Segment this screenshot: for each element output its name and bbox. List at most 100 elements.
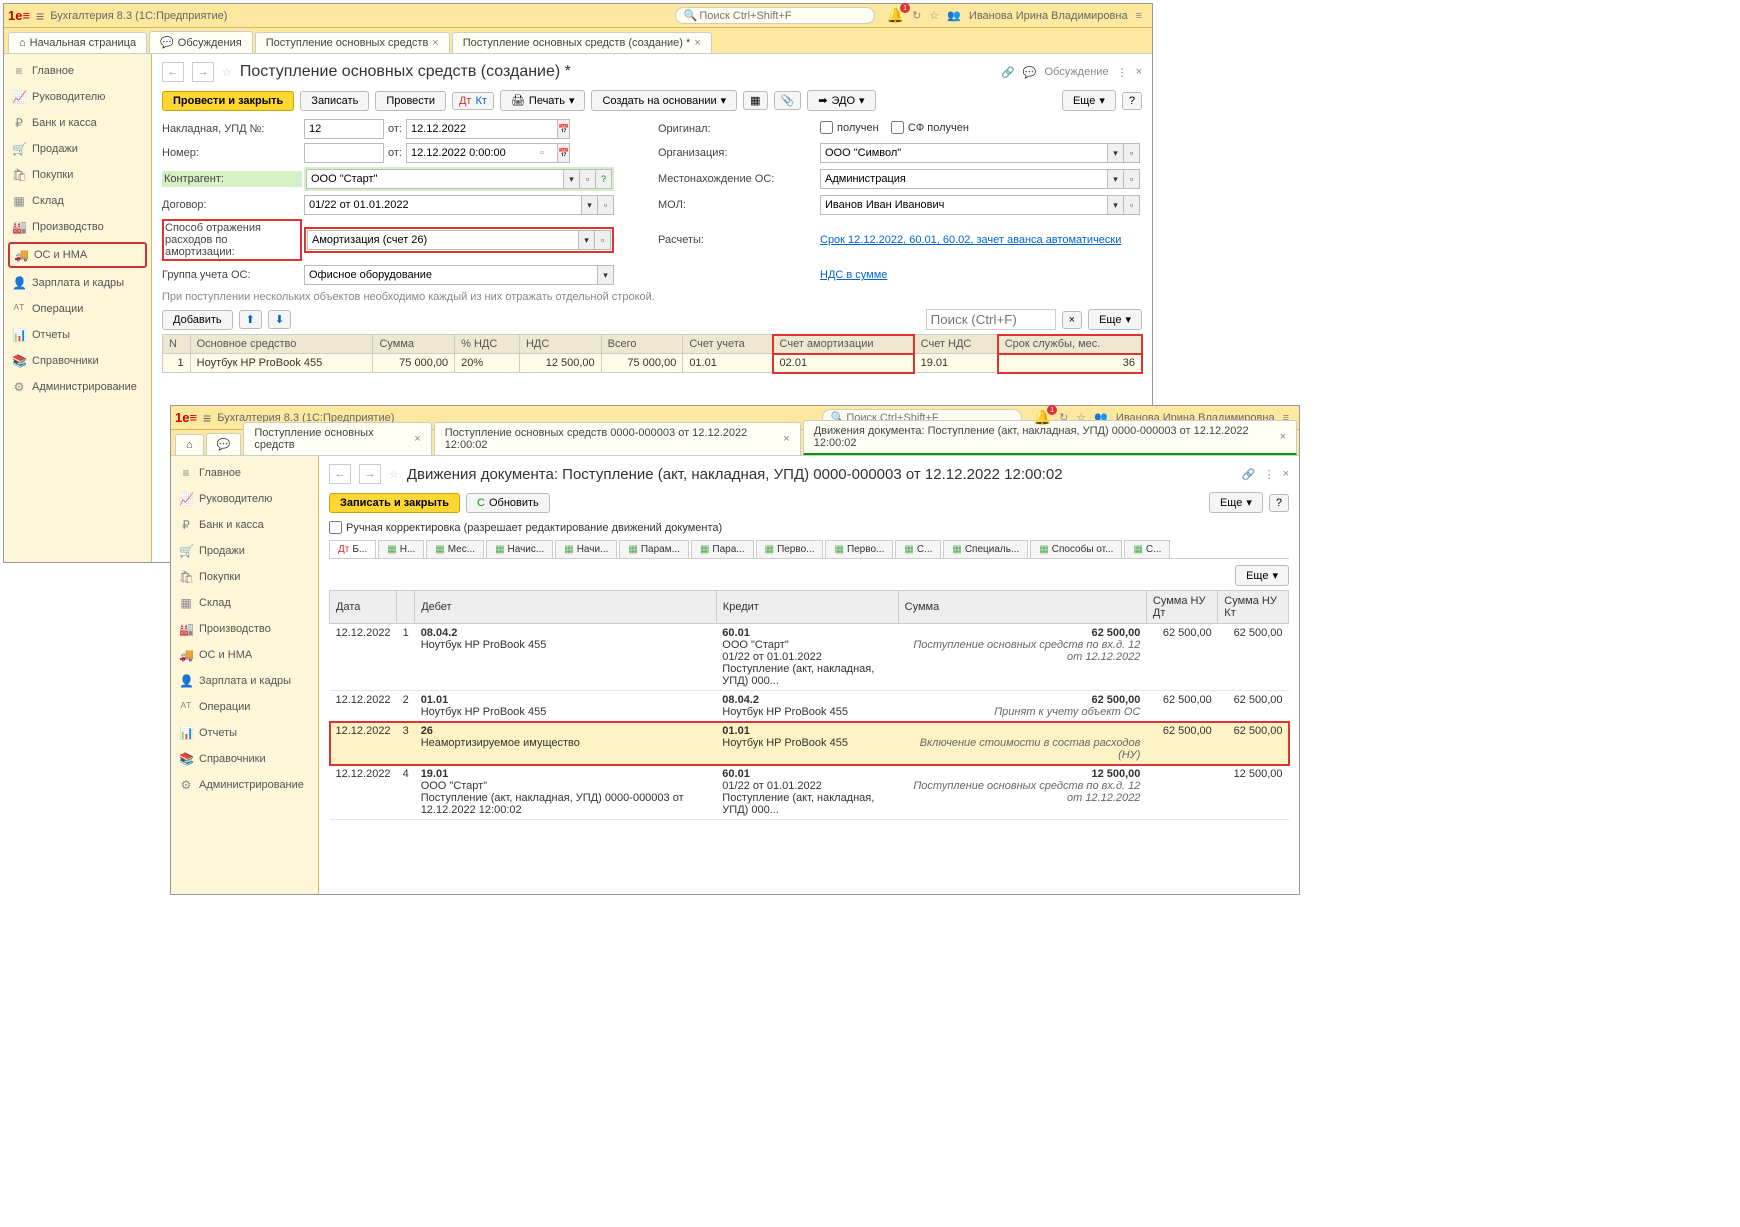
sidebar-item[interactable]: ₽Банк и касса xyxy=(171,512,318,538)
contractor-input[interactable] xyxy=(306,169,564,189)
cell[interactable]: 20% xyxy=(455,354,520,373)
movement-row[interactable]: 12.12.2022419.01ООО "Старт"Поступление (… xyxy=(330,765,1289,820)
more-button[interactable]: Еще ▾ xyxy=(1209,492,1263,513)
menu-icon[interactable]: ≡ xyxy=(203,410,211,426)
col-header[interactable]: N xyxy=(163,335,191,354)
more-icon[interactable]: ⋮ xyxy=(1117,66,1128,79)
nds-link[interactable]: НДС в сумме xyxy=(820,269,1140,281)
col-header[interactable]: Срок службы, мес. xyxy=(998,335,1141,354)
sidebar-item[interactable]: ≡Главное xyxy=(171,460,318,486)
global-search[interactable]: 🔍 xyxy=(675,7,875,24)
col-header[interactable]: Основное средство xyxy=(190,335,373,354)
up-button[interactable]: ⬆ xyxy=(239,310,262,329)
sidebar-item[interactable]: ᴬᵀОперации xyxy=(171,694,318,720)
tab-discuss[interactable]: 💬 xyxy=(206,433,242,455)
sidebar-item[interactable]: 🛍Покупки xyxy=(4,162,151,188)
col-header[interactable]: НДС xyxy=(519,335,601,354)
tab-doc2[interactable]: Поступление основных средств (создание) … xyxy=(452,32,712,53)
manual-check[interactable]: Ручная корректировка (разрешает редактир… xyxy=(329,521,1289,534)
print-button[interactable]: 🖨 Печать ▾ xyxy=(500,90,586,111)
movement-row[interactable]: 12.12.2022326Неамортизируемое имущество0… xyxy=(330,722,1289,765)
sidebar-item[interactable]: 🚚ОС и НМА xyxy=(171,642,318,668)
tab-discuss[interactable]: 💬Обсуждения xyxy=(149,31,253,53)
users-icon[interactable]: 👥 xyxy=(947,9,961,22)
received-check[interactable]: получен xyxy=(820,121,879,134)
table-search[interactable] xyxy=(926,309,1056,330)
close-icon[interactable]: × xyxy=(1136,66,1142,78)
amort-input[interactable] xyxy=(307,230,579,250)
register-tab[interactable]: ▦Перво... xyxy=(825,540,893,558)
sidebar-item[interactable]: ⚙Администрирование xyxy=(4,374,151,400)
sidebar-item[interactable]: 📊Отчеты xyxy=(4,322,151,348)
mol-input[interactable] xyxy=(820,195,1108,215)
sidebar-item[interactable]: 📚Справочники xyxy=(171,746,318,772)
help-button[interactable]: ? xyxy=(1122,92,1142,110)
invoice-no-input[interactable] xyxy=(304,119,384,139)
register-tab[interactable]: ▦С... xyxy=(895,540,941,558)
tab-2[interactable]: Поступление основных средств 0000-000003… xyxy=(434,422,801,455)
cell[interactable]: 02.01 xyxy=(773,354,914,373)
more-button[interactable]: Еще ▾ xyxy=(1235,565,1289,586)
dtkt-button[interactable]: ДтКт xyxy=(452,92,494,110)
sf-check[interactable]: СФ получен xyxy=(891,121,969,134)
calc-link[interactable]: Срок 12.12.2022, 60.01, 60.02, зачет ава… xyxy=(820,234,1140,246)
sidebar-item[interactable]: ▦Склад xyxy=(171,590,318,616)
attach-button[interactable]: 📎 xyxy=(774,91,802,110)
save-button[interactable]: Записать xyxy=(300,91,369,111)
edo-button[interactable]: ➡ ЭДО ▾ xyxy=(807,90,875,111)
org-input[interactable] xyxy=(820,143,1108,163)
discuss-icon[interactable]: 💬 xyxy=(1023,66,1037,79)
ext-icon[interactable]: ▫ xyxy=(540,147,544,159)
sidebar-item[interactable]: 🏭Производство xyxy=(171,616,318,642)
sidebar-item[interactable]: ᴬᵀОперации xyxy=(4,296,151,322)
col-header[interactable]: Счет амортизации xyxy=(773,335,914,354)
bell-icon[interactable]: 🔔1 xyxy=(1034,409,1051,426)
tab-home[interactable]: ⌂Начальная страница xyxy=(8,32,147,53)
close-icon[interactable]: × xyxy=(1283,468,1289,480)
movement-row[interactable]: 12.12.2022108.04.2Ноутбук HP ProBook 455… xyxy=(330,624,1289,691)
register-tab[interactable]: ▦С... xyxy=(1124,540,1170,558)
col-header[interactable]: Всего xyxy=(601,335,683,354)
contract-input[interactable] xyxy=(304,195,582,215)
sidebar-item[interactable]: ▦Склад xyxy=(4,188,151,214)
link-icon[interactable]: 🔗 xyxy=(1242,468,1256,481)
nav-back[interactable]: ← xyxy=(329,464,351,484)
cell[interactable]: Ноутбук HP ProBook 455 xyxy=(190,354,373,373)
settings-icon[interactable]: ≡ xyxy=(1136,10,1142,22)
more-icon[interactable]: ⋮ xyxy=(1264,468,1275,481)
cell[interactable]: 75 000,00 xyxy=(601,354,683,373)
cell[interactable]: 75 000,00 xyxy=(373,354,455,373)
calendar-icon[interactable]: 📅 xyxy=(558,143,570,163)
cell[interactable]: 1 xyxy=(163,354,191,373)
close-icon[interactable]: × xyxy=(694,37,700,49)
col-header[interactable]: Счет НДС xyxy=(914,335,998,354)
cell[interactable]: 19.01 xyxy=(914,354,998,373)
sidebar-item[interactable]: ₽Банк и касса xyxy=(4,110,151,136)
more-button[interactable]: Еще ▾ xyxy=(1062,90,1116,111)
sidebar-item[interactable]: 📚Справочники xyxy=(4,348,151,374)
post-button[interactable]: Провести xyxy=(375,91,446,111)
tab-doc1[interactable]: Поступление основных средств× xyxy=(255,32,450,53)
sidebar-item[interactable]: 🛍Покупки xyxy=(171,564,318,590)
reg-button[interactable]: ▦ xyxy=(743,91,767,110)
cell[interactable]: 12 500,00 xyxy=(519,354,601,373)
link-icon[interactable]: 🔗 xyxy=(1001,66,1015,79)
add-button[interactable]: Добавить xyxy=(162,310,233,330)
col-header[interactable]: % НДС xyxy=(455,335,520,354)
calendar-icon[interactable]: 📅 xyxy=(558,119,570,139)
nav-fwd[interactable]: → xyxy=(359,464,381,484)
sidebar-item[interactable]: 👤Зарплата и кадры xyxy=(4,270,151,296)
sidebar-item[interactable]: 📊Отчеты xyxy=(171,720,318,746)
invoice-date-input[interactable] xyxy=(406,119,558,139)
save-close-button[interactable]: Записать и закрыть xyxy=(329,493,460,513)
sidebar-item[interactable]: 🚚ОС и НМА xyxy=(8,242,147,268)
tab-home[interactable]: ⌂ xyxy=(175,434,204,455)
sidebar-item[interactable]: 👤Зарплата и кадры xyxy=(171,668,318,694)
group-input[interactable] xyxy=(304,265,598,285)
register-tab[interactable]: ▦Парам... xyxy=(619,540,689,558)
movement-row[interactable]: 12.12.2022201.01Ноутбук HP ProBook 45508… xyxy=(330,691,1289,722)
sidebar-item[interactable]: ⚙Администрирование xyxy=(171,772,318,798)
sidebar-item[interactable]: 🛒Продажи xyxy=(4,136,151,162)
nav-fwd[interactable]: → xyxy=(192,62,214,82)
post-close-button[interactable]: Провести и закрыть xyxy=(162,91,294,111)
